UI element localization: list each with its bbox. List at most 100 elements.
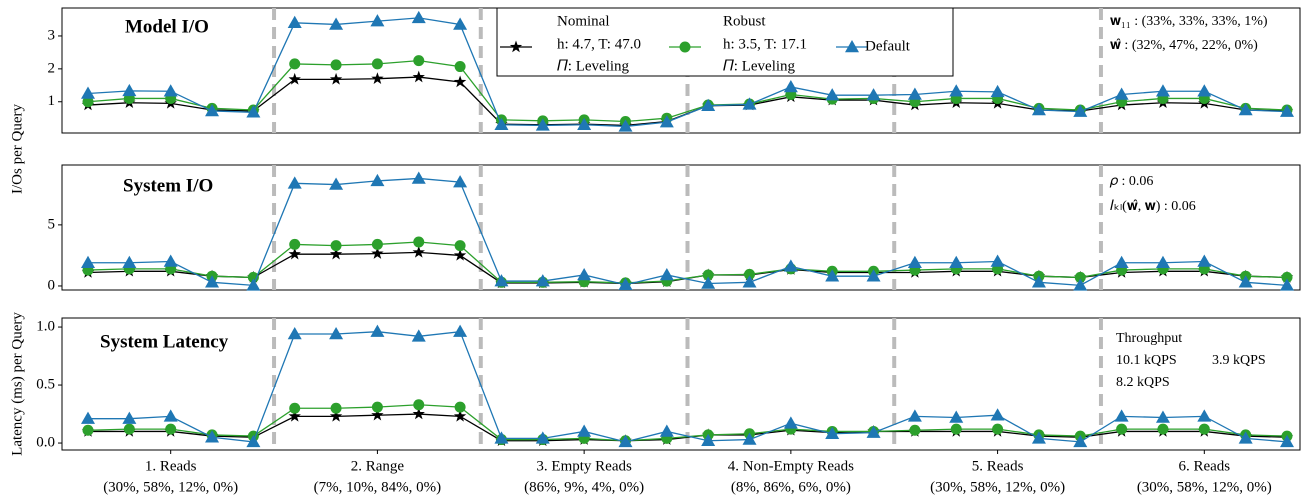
marker (288, 247, 301, 260)
marker (1031, 431, 1046, 444)
series-line (87, 17, 1288, 128)
marker (1238, 102, 1253, 116)
marker (246, 434, 261, 448)
marker (411, 329, 426, 342)
y-tick-label: 0.5 (36, 376, 55, 392)
marker (866, 88, 881, 101)
marker (1114, 409, 1129, 422)
x-tick-label: (30%, 58%, 12%, 0%) (103, 479, 238, 495)
y-tick-label: 1.0 (36, 318, 55, 334)
marker (1155, 84, 1170, 97)
marker (1073, 278, 1088, 291)
marker (659, 424, 674, 437)
x-tick-label: (86%, 9%, 4%, 0%) (524, 479, 644, 495)
marker (330, 59, 342, 71)
marker (907, 87, 922, 100)
marker (329, 72, 343, 85)
marker (1031, 102, 1046, 116)
annotation: 𝐼ₖₗ(𝐰̂, 𝐰) : 0.06 (1110, 199, 1196, 214)
marker (289, 402, 301, 414)
marker (1197, 409, 1212, 422)
marker (329, 327, 344, 340)
marker (370, 173, 385, 187)
marker (577, 424, 592, 437)
legend-detail: h: 3.5, T: 17.1 (723, 36, 807, 52)
legend-label: Nominal (557, 13, 610, 29)
annotation: 3.9 kQPS (1212, 353, 1266, 368)
marker (618, 434, 633, 448)
marker (371, 408, 384, 421)
marker (413, 55, 425, 67)
marker (1197, 84, 1212, 97)
marker (1238, 275, 1253, 288)
marker (330, 402, 342, 414)
marker (990, 408, 1005, 421)
marker (618, 119, 633, 132)
marker (81, 255, 95, 269)
marker (659, 267, 674, 281)
marker (701, 98, 716, 111)
marker (577, 117, 592, 131)
marker (535, 274, 550, 287)
annotation: 𝜌 : 0.06 (1109, 174, 1153, 189)
marker (370, 324, 385, 337)
marker (1114, 87, 1129, 100)
legend-detail: 𝛱: Leveling (723, 58, 796, 74)
marker (413, 236, 425, 248)
marker (82, 424, 94, 436)
x-tick-label: 6. Reads (1178, 458, 1230, 474)
marker (205, 103, 220, 117)
marker (454, 61, 466, 73)
marker (122, 411, 137, 424)
marker (371, 72, 384, 84)
series-line (87, 241, 1288, 284)
y-tick-label: 1 (48, 93, 56, 109)
marker (744, 268, 756, 280)
marker (454, 240, 466, 252)
marker (1157, 423, 1169, 435)
marker (494, 274, 509, 287)
marker (494, 117, 509, 131)
marker (990, 254, 1005, 267)
marker (329, 409, 343, 422)
marker (371, 58, 383, 70)
plot-frame (61, 164, 1301, 291)
marker (783, 416, 798, 429)
legend-label: Default (865, 38, 911, 54)
marker (453, 409, 467, 422)
marker (81, 86, 95, 99)
annotation: 𝐰₁₁ : (33%, 33%, 33%, 1%) (1110, 14, 1268, 29)
marker (1281, 271, 1293, 283)
marker (494, 431, 509, 444)
legend-detail: h: 4.7, T: 47.0 (557, 36, 641, 52)
marker (1280, 104, 1294, 117)
marker (289, 238, 301, 250)
marker (453, 175, 468, 188)
marker (535, 118, 550, 131)
y-axis-label: Latency (ms) per Query (9, 312, 25, 456)
marker (992, 423, 1004, 435)
marker (825, 88, 840, 101)
series-line (88, 330, 1288, 443)
marker (742, 97, 757, 110)
marker (949, 84, 964, 97)
marker (1155, 255, 1170, 269)
plot-frame (61, 317, 1301, 451)
y-tick-label: 5 (48, 216, 56, 232)
marker (702, 269, 714, 281)
marker (122, 83, 137, 97)
x-tick-label: (30%, 58%, 12%, 0%) (1137, 479, 1272, 495)
marker (783, 79, 798, 93)
y-tick-label: 0 (48, 277, 56, 293)
marker (371, 247, 384, 259)
marker (618, 277, 633, 290)
marker (909, 424, 921, 436)
marker (287, 15, 302, 29)
y-axis-label: I/Os per Query (9, 104, 25, 194)
x-tick-label: 2. Range (351, 458, 405, 474)
marker (370, 14, 385, 27)
marker (1155, 410, 1170, 423)
marker (412, 245, 425, 258)
marker (701, 276, 716, 289)
marker (288, 409, 301, 422)
